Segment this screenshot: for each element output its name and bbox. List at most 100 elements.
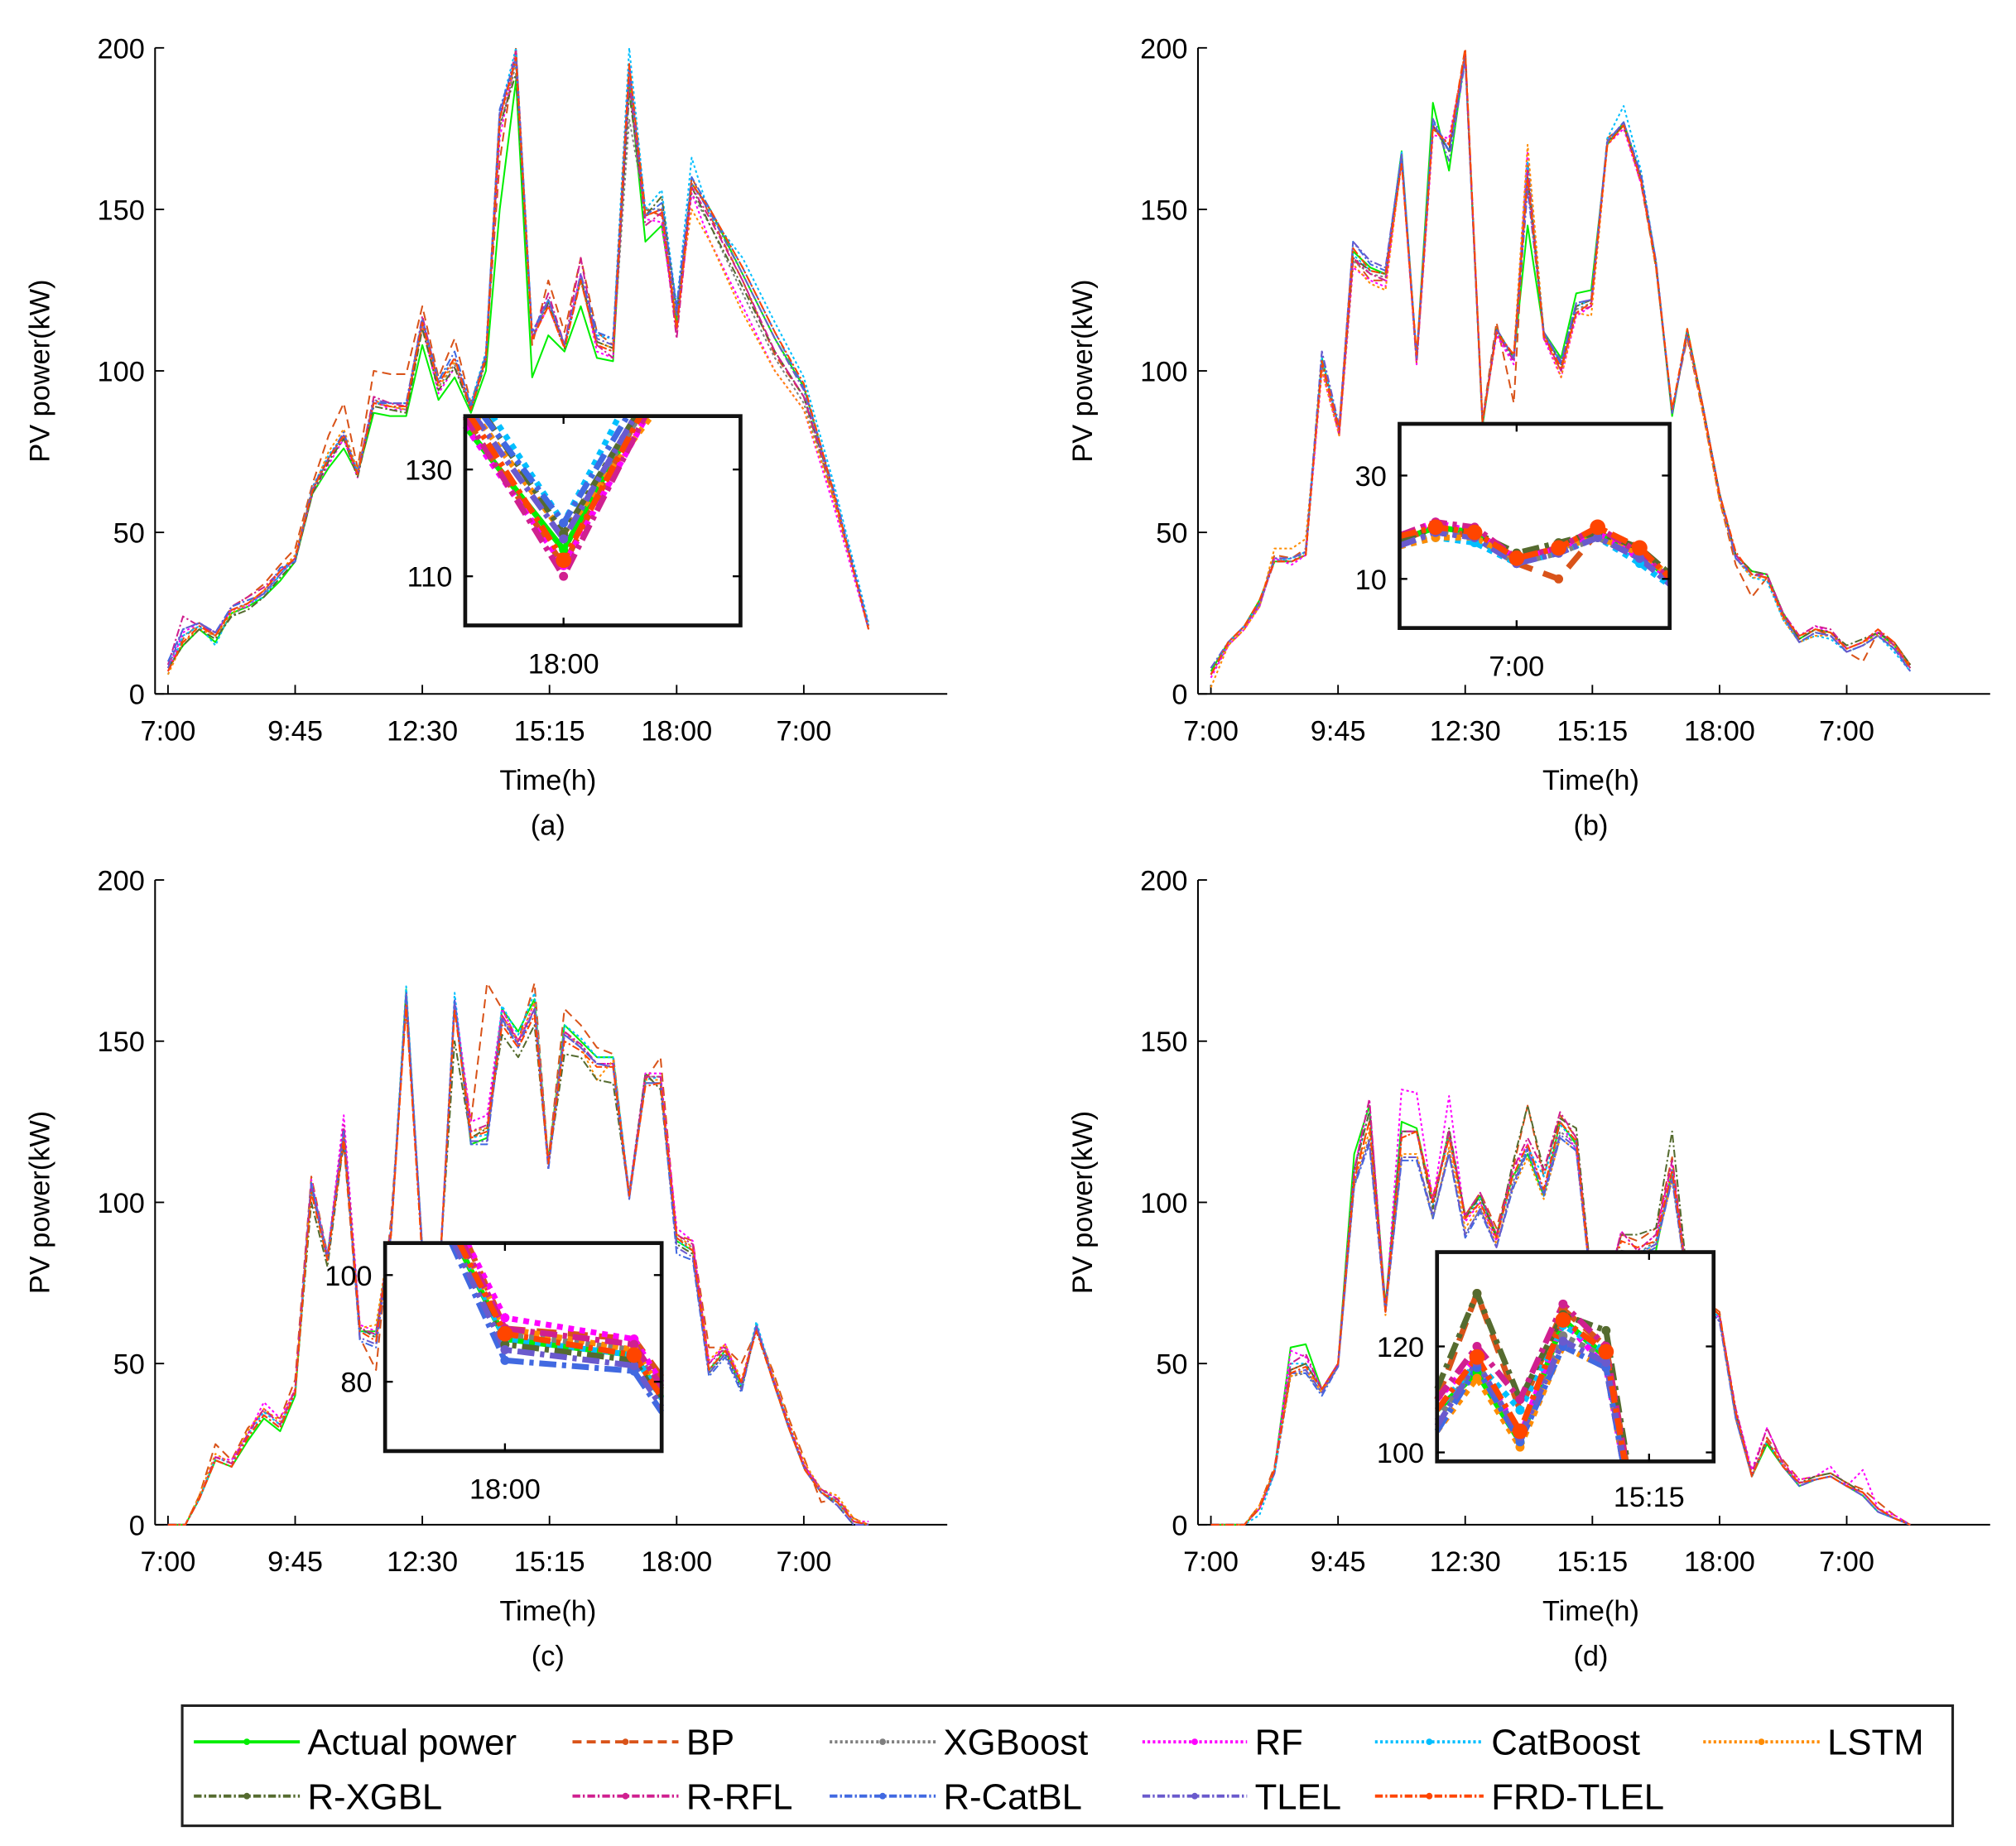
- inset-line-rf: [464, 1242, 665, 1384]
- y-axis-label: PV power(kW): [24, 279, 55, 462]
- inset-marker: [559, 571, 569, 581]
- inset-y-tick-label: 10: [1355, 565, 1387, 596]
- inset-marker: [1601, 1358, 1611, 1368]
- inset-frame: [463, 414, 743, 627]
- x-tick-label: 9:45: [1311, 1546, 1366, 1578]
- y-tick-label: 50: [1156, 1349, 1187, 1381]
- x-tick-label: 18:00: [1684, 1546, 1755, 1578]
- y-axis-label: PV power(kW): [1067, 279, 1099, 462]
- x-tick-label: 7:00: [1183, 715, 1239, 747]
- legend-item: R-XGBL: [194, 1776, 442, 1817]
- x-axis-label: Time(h): [1542, 1595, 1639, 1627]
- inset-marker: [1554, 574, 1564, 584]
- series-lines: [1210, 1089, 1911, 1526]
- series-lines: [166, 46, 870, 675]
- x-tick-label: 18:00: [1684, 715, 1755, 747]
- legend-item: Actual power: [194, 1723, 517, 1763]
- legend-item: CatBoost: [1374, 1723, 1640, 1763]
- inset-line-r-xgbl: [1434, 1290, 1630, 1462]
- inset-marker: [629, 1339, 639, 1349]
- legend-marker: [1191, 1792, 1198, 1800]
- inset-marker: [1515, 1405, 1525, 1415]
- series-line-tlel: [1210, 60, 1912, 672]
- inset-marker: [500, 1313, 510, 1323]
- inset-marker: [559, 545, 569, 555]
- inset-y-tick-label: 100: [1377, 1438, 1424, 1469]
- legend-label: TLEL: [1255, 1776, 1341, 1817]
- y-tick-label: 100: [98, 1188, 145, 1219]
- inset-y-tick-label: 80: [340, 1368, 372, 1399]
- panel-caption: (c): [532, 1641, 565, 1672]
- y-tick-label: 100: [1140, 1188, 1187, 1219]
- inset-y-tick-label: 100: [325, 1261, 372, 1292]
- legend-marker: [622, 1792, 629, 1800]
- legend-marker: [1426, 1738, 1433, 1746]
- x-tick-label: 15:15: [514, 1546, 585, 1578]
- inset-frame: [1398, 421, 1672, 630]
- x-tick-label: 9:45: [267, 1546, 323, 1578]
- legend-item: FRD-TLEL: [1374, 1776, 1664, 1817]
- inset-y-tick-label: 130: [405, 455, 452, 487]
- inset-x-tick-label: 18:00: [528, 648, 599, 680]
- series-line-lstm: [1210, 50, 1912, 688]
- series-line-frd-tlel: [1210, 1121, 1911, 1526]
- legend-label: LSTM: [1827, 1723, 1924, 1763]
- inset-marker: [1551, 540, 1566, 556]
- legend-label: FRD-TLEL: [1491, 1776, 1664, 1817]
- x-tick-label: 7:00: [776, 1546, 831, 1578]
- inset-marker: [629, 1361, 639, 1371]
- inset-zoom: 100 120 15:15: [1377, 1250, 1716, 1513]
- series-line-frd-tlel: [1210, 50, 1912, 675]
- inset-marker: [1472, 1289, 1482, 1298]
- x-tick-label: 18:00: [641, 715, 712, 747]
- inset-marker: [1598, 1344, 1614, 1360]
- legend-label: BP: [686, 1723, 734, 1763]
- series-line-tlel: [1210, 1133, 1911, 1526]
- inset-marker: [1472, 1373, 1482, 1383]
- x-tick-label: 7:00: [141, 1546, 196, 1578]
- legend-item: TLEL: [1142, 1776, 1341, 1817]
- x-tick-label: 7:00: [1819, 715, 1874, 747]
- inset-line-frd-tlel: [456, 1242, 665, 1399]
- x-tick-label: 9:45: [1311, 715, 1366, 747]
- inset-series: [449, 1242, 665, 1414]
- inset-x-tick-label: 18:00: [469, 1474, 541, 1506]
- y-tick-label: 0: [129, 1510, 145, 1541]
- legend-label: R-CatBL: [943, 1776, 1082, 1817]
- legend-marker: [1758, 1738, 1765, 1746]
- legend-marker: [243, 1792, 251, 1800]
- panel-a: 0 50 100 150 200 7:00 9:45 12:30 15:15 18:00 7:00 T…: [24, 33, 948, 841]
- panel-caption: (d): [1573, 1641, 1608, 1672]
- x-tick-label: 7:00: [141, 715, 196, 747]
- x-axis-label: Time(h): [499, 1595, 596, 1627]
- inset-zoom: 80 100 18:00: [325, 1241, 665, 1506]
- legend-item: BP: [572, 1723, 734, 1763]
- y-axis-label: PV power(kW): [24, 1111, 55, 1294]
- inset-x-tick-label: 15:15: [1614, 1482, 1685, 1513]
- panel-d: 0 50 100 150 200 7:00 9:45 12:30 15:15 18:00 7:00 T…: [1067, 866, 1990, 1672]
- inset-marker: [1466, 524, 1483, 541]
- inset-frame: [383, 1241, 664, 1454]
- x-axis-label: Time(h): [1542, 765, 1639, 796]
- y-tick-label: 0: [1172, 680, 1187, 711]
- inset-marker: [556, 552, 572, 569]
- legend-label: RF: [1255, 1723, 1303, 1763]
- y-tick-label: 200: [98, 33, 145, 65]
- legend-marker: [622, 1738, 629, 1746]
- x-tick-label: 15:15: [1557, 1546, 1628, 1578]
- x-axis-label: Time(h): [499, 765, 596, 796]
- x-tick-label: 12:30: [387, 1546, 458, 1578]
- inset-line-tlel: [1398, 529, 1672, 587]
- inset-marker: [500, 1345, 510, 1354]
- y-tick-label: 0: [1172, 1510, 1187, 1541]
- panel-caption: (a): [531, 810, 565, 841]
- inset-marker: [1632, 540, 1648, 556]
- legend-label: R-XGBL: [307, 1776, 442, 1817]
- inset-marker: [1590, 519, 1606, 536]
- inset-frame: [1435, 1250, 1716, 1464]
- inset-y-tick-label: 30: [1355, 461, 1387, 493]
- inset-marker: [559, 534, 569, 544]
- y-tick-label: 100: [98, 357, 145, 388]
- inset-marker: [500, 1355, 510, 1365]
